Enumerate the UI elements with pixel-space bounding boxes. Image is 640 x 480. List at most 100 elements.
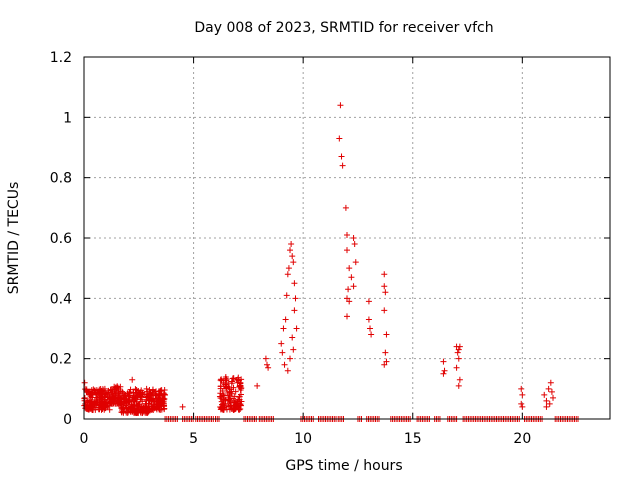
data-point	[382, 349, 389, 356]
y-tick-label: 0.8	[50, 171, 72, 187]
data-point	[381, 283, 388, 290]
data-point	[365, 316, 372, 323]
data-point	[382, 289, 389, 296]
data-point	[338, 153, 345, 160]
y-tick-label: 0	[63, 412, 72, 428]
x-axis-label: GPS time / hours	[285, 458, 402, 474]
data-point	[290, 346, 297, 353]
data-point	[344, 295, 350, 302]
data-point	[455, 355, 462, 362]
data-point	[82, 405, 89, 412]
data-point	[350, 283, 357, 290]
data-point	[288, 241, 295, 248]
x-tick-label: 20	[513, 431, 531, 447]
chart-title: Day 008 of 2023, SRMTID for receiver vfc…	[194, 20, 493, 36]
data-points	[81, 102, 582, 422]
grid-lines	[84, 57, 610, 419]
data-point	[158, 400, 165, 407]
data-point	[262, 355, 269, 362]
data-point	[108, 386, 115, 393]
data-point	[93, 394, 100, 401]
data-point	[455, 382, 462, 389]
data-point	[88, 403, 95, 410]
x-tick-label: 0	[80, 431, 89, 447]
data-point	[337, 102, 344, 109]
data-point	[346, 265, 353, 272]
data-point	[545, 385, 552, 392]
data-point	[287, 247, 294, 254]
data-point	[336, 135, 343, 142]
data-point	[231, 393, 238, 400]
data-point	[265, 364, 272, 371]
data-point	[221, 404, 228, 411]
data-point	[441, 367, 448, 374]
data-point	[254, 382, 261, 389]
data-point	[518, 400, 525, 407]
data-point	[137, 396, 144, 403]
data-point	[129, 396, 136, 403]
data-point	[155, 397, 162, 404]
data-point	[292, 295, 299, 302]
data-point	[454, 349, 461, 356]
data-point	[282, 316, 289, 323]
x-tick-label: 5	[189, 431, 198, 447]
data-point	[150, 406, 157, 413]
data-point	[86, 388, 93, 395]
data-point	[237, 380, 244, 387]
data-point	[81, 394, 88, 401]
data-point	[287, 355, 294, 362]
data-point	[119, 388, 126, 395]
y-tick-label: 1	[63, 110, 72, 126]
data-point	[381, 271, 388, 278]
data-point	[87, 392, 94, 399]
data-point	[217, 383, 224, 390]
data-point	[127, 406, 134, 413]
axis-ticks: 0 5 10 15 20 0 0.2 0.4 0.6 0.8 1 1.2	[50, 50, 610, 447]
data-point	[291, 307, 298, 314]
y-tick-label: 0.2	[50, 352, 72, 368]
data-point	[223, 376, 230, 383]
data-point	[98, 387, 105, 394]
data-point	[455, 346, 462, 353]
data-point	[541, 391, 548, 398]
data-point	[291, 280, 298, 287]
data-point	[368, 331, 375, 338]
data-point	[519, 391, 526, 398]
data-point	[102, 396, 109, 403]
data-point	[133, 406, 140, 413]
data-point	[350, 235, 357, 241]
data-point	[137, 406, 144, 413]
data-point	[109, 396, 116, 403]
data-point	[383, 358, 390, 365]
y-tick-label: 0.6	[50, 231, 72, 247]
data-point	[160, 396, 167, 403]
data-point	[156, 390, 163, 397]
data-point	[543, 397, 550, 404]
data-point	[285, 265, 292, 272]
plot-frame	[83, 56, 611, 420]
data-point	[132, 391, 139, 398]
data-point	[221, 394, 228, 401]
data-point	[226, 391, 233, 398]
data-point	[547, 379, 554, 386]
data-point	[128, 402, 135, 409]
data-point	[106, 406, 113, 413]
data-point	[456, 376, 463, 383]
y-tick-label: 0.4	[50, 291, 72, 307]
data-point	[160, 390, 167, 397]
y-axis-label: SRMTID / TECUs	[6, 182, 22, 295]
data-point	[453, 364, 460, 371]
data-point	[345, 286, 352, 293]
data-point	[157, 387, 164, 394]
data-point	[233, 377, 240, 384]
data-point	[179, 403, 186, 410]
data-point	[281, 361, 288, 368]
data-point	[344, 247, 350, 254]
data-point	[137, 389, 144, 396]
data-point	[123, 409, 130, 416]
data-point	[346, 298, 353, 305]
data-point	[232, 400, 239, 407]
data-point	[342, 204, 349, 211]
data-point	[232, 388, 239, 395]
data-point	[440, 358, 447, 365]
